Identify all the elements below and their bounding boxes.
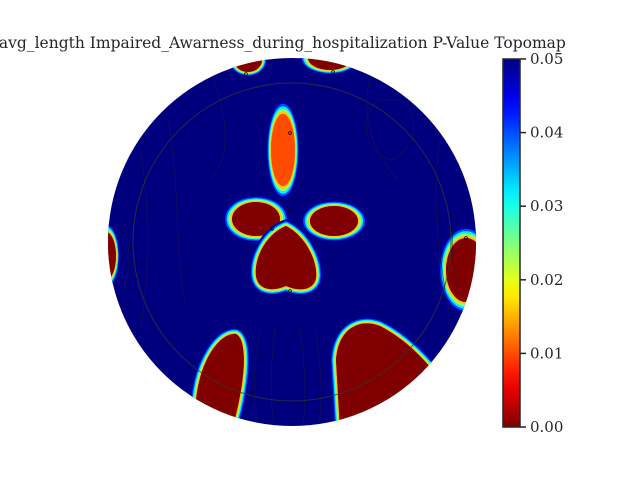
region-central-right (300, 200, 368, 242)
region-core (310, 206, 358, 236)
region-core (232, 202, 280, 236)
region-right-temporal (438, 225, 476, 315)
contour-line (270, 329, 277, 426)
contour-line (139, 149, 148, 331)
colorbar-gradient (503, 59, 520, 427)
colorbar-tick-label: 0.04 (530, 124, 563, 142)
chart-title: e_avg_length Impaired_Awarness_during_ho… (0, 34, 566, 52)
contour-line (299, 329, 306, 426)
head-outline (132, 82, 452, 402)
contour-line (435, 139, 451, 321)
sensor-marker (244, 72, 248, 76)
sensor-marker (288, 131, 292, 135)
region-core (255, 226, 317, 290)
colorbar-tick-label: 0.05 (530, 50, 563, 68)
region-left-temporal (108, 222, 120, 290)
contour-line (366, 69, 399, 181)
sensor-marker (464, 236, 468, 240)
colorbar-tick-label: 0.02 (530, 271, 563, 289)
contour-line (119, 219, 130, 291)
sensor-marker (288, 289, 292, 293)
region-core (108, 232, 116, 280)
region-central-midline (249, 219, 323, 296)
contour-line (167, 119, 186, 301)
colorbar-tick-label: 0.03 (530, 197, 563, 215)
contour-line (365, 99, 415, 161)
colorbar-tick-label: 0.01 (530, 344, 563, 362)
colorbar-tick-label: 0.00 (530, 418, 563, 436)
contour-line (314, 329, 322, 426)
sensor-marker (270, 227, 274, 231)
region-core (446, 238, 476, 302)
colorbar-frame (502, 58, 521, 428)
sensor-marker (331, 70, 335, 74)
sensor-marker (288, 210, 292, 214)
contour-line (209, 69, 226, 181)
contour-line (451, 214, 461, 291)
